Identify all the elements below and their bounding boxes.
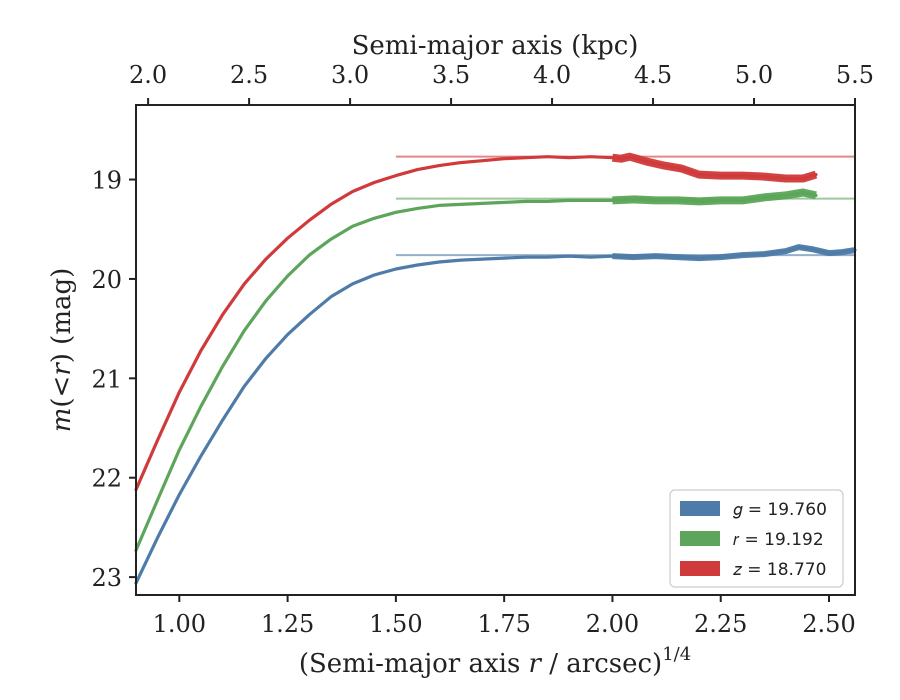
x-tick-label: 2.50 <box>802 610 855 638</box>
top-tick-label: 5.5 <box>836 61 874 89</box>
top-tick-label: 4.0 <box>533 61 571 89</box>
x-tick-label: 1.50 <box>369 610 422 638</box>
x-tick-label: 1.75 <box>477 610 530 638</box>
top-tick-label: 3.5 <box>432 61 470 89</box>
top-tick-label: 2.5 <box>230 61 268 89</box>
bottom-axis-title: (Semi-major axis 𝑟 / arcsec)1/4 <box>299 644 691 679</box>
series-tail-r <box>612 188 817 206</box>
x-tick-label: 1.00 <box>153 610 206 638</box>
x-tick-label: 2.25 <box>694 610 747 638</box>
top-tick-label: 5.0 <box>735 61 773 89</box>
y-tick-label: 21 <box>91 365 122 393</box>
legend: 𝑔 = 19.760 𝑟 = 19.192 𝑧 = 18.770 <box>669 489 844 588</box>
bottom-axis-title-exponent: 1/4 <box>662 644 691 665</box>
series-tail-g <box>612 244 856 262</box>
y-axis-title: 𝑚(<𝑟) (mag) <box>47 268 77 433</box>
legend-label-r: 𝑟 = 19.192 <box>733 530 824 550</box>
y-tick-label: 23 <box>91 564 122 592</box>
top-tick-label: 2.0 <box>129 61 167 89</box>
legend-swatch-z <box>680 561 720 576</box>
legend-swatch-g <box>680 501 720 516</box>
top-axis-title: Semi-major axis (kpc) <box>352 31 639 61</box>
axis-titles: Semi-major axis (kpc) (Semi-major axis 𝑟… <box>47 31 691 679</box>
legend-label-g: 𝑔 = 19.760 <box>733 500 827 520</box>
plot-frame <box>135 104 856 596</box>
legend-label-z: 𝑧 = 18.770 <box>733 560 826 580</box>
y-tick-label: 19 <box>91 167 122 195</box>
x-tick-label: 2.00 <box>586 610 639 638</box>
y-tick-label: 22 <box>91 465 122 493</box>
x-tick-label: 1.25 <box>261 610 314 638</box>
legend-swatch-r <box>680 531 720 546</box>
top-tick-label: 4.5 <box>634 61 672 89</box>
y-tick-label: 20 <box>91 266 122 294</box>
asymptote-lines <box>395 155 855 257</box>
axis-ticks: 1.00 1.25 1.50 1.75 2.00 2.25 2.50 2.0 2.5 3.0 3.5… <box>91 61 874 638</box>
top-tick-label: 3.0 <box>331 61 369 89</box>
series-line-z <box>134 155 818 492</box>
series-tail-z <box>611 152 818 183</box>
series-lines <box>134 152 857 585</box>
